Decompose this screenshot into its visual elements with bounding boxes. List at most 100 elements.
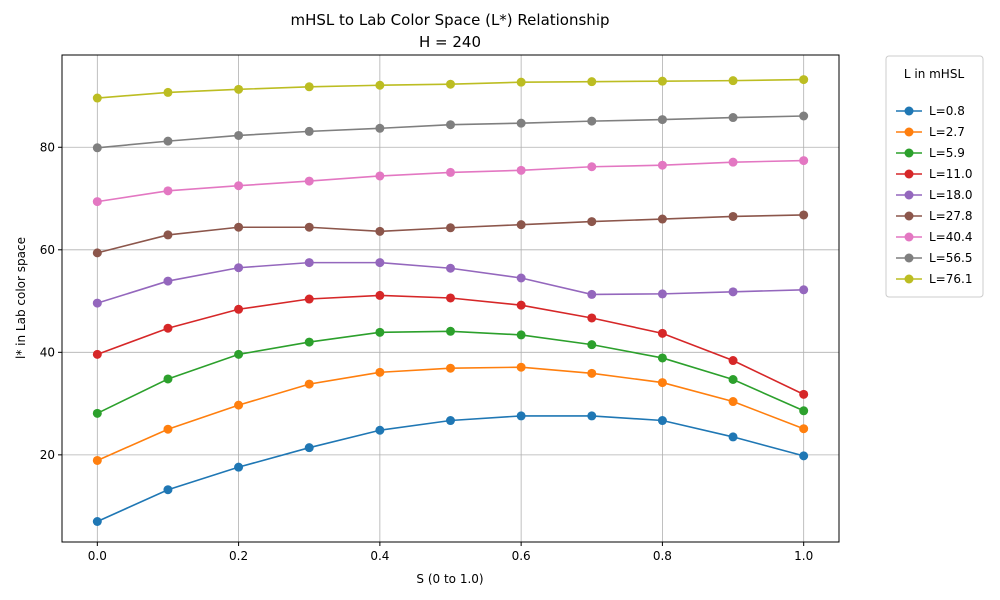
data-point [304,176,314,186]
data-point [163,485,173,495]
x-tick-label: 0.8 [653,549,672,563]
data-point [163,323,173,333]
data-point [234,263,244,273]
data-point [375,226,385,236]
x-tick-label: 0.6 [512,549,531,563]
series [92,362,809,465]
data-point [92,93,102,103]
data-point [92,197,102,207]
legend-marker [904,253,914,263]
data-point [799,75,809,85]
legend-label: L=76.1 [929,272,972,286]
series-layer [92,75,809,526]
data-point [446,167,455,177]
data-point [799,210,809,220]
data-point [304,337,314,347]
data-point [234,222,244,232]
data-point [163,186,173,196]
data-point [516,220,526,230]
series [92,156,809,207]
data-point [587,217,597,227]
data-point [728,157,738,167]
legend-marker [904,148,914,158]
data-point [446,363,455,373]
legend-marker [904,232,914,242]
data-point [304,258,314,268]
data-point [657,289,667,299]
data-point [657,115,667,125]
x-tick-label: 1.0 [794,549,813,563]
data-point [304,222,314,232]
y-tick-label: 20 [40,448,55,462]
data-point [163,136,173,146]
legend-label: L=56.5 [929,251,972,265]
legend-entry: L=27.8 [896,209,972,223]
data-point [234,84,244,94]
data-point [446,223,455,233]
data-point [799,389,809,399]
data-point [728,397,738,407]
x-tick-label: 0.0 [88,549,107,563]
series [92,258,809,308]
legend-marker [904,106,914,116]
data-point [446,79,455,89]
series-line [97,159,804,203]
data-point [163,424,173,434]
data-point [304,443,314,453]
x-axis-label: S (0 to 1.0) [416,572,483,586]
data-point [516,300,526,310]
data-point [375,80,385,90]
data-point [799,285,809,295]
data-point [516,330,526,340]
legend-marker [904,211,914,221]
data-point [657,378,667,388]
data-point [799,156,809,166]
legend-marker [904,127,914,137]
data-point [375,327,385,337]
data-point [728,211,738,221]
legend-marker [904,190,914,200]
series-line [96,366,804,462]
series [92,75,809,103]
legend-marker [904,274,914,284]
data-point [92,349,102,359]
legend-marker [904,169,914,179]
legend-entry: L=40.4 [896,230,972,244]
legend-label: L=0.8 [929,104,965,118]
data-point [92,298,102,308]
data-point [587,368,597,378]
data-point [587,77,597,87]
data-point [516,411,526,421]
data-point [304,82,314,92]
series-line [97,214,804,254]
data-point [92,143,102,153]
data-point [446,120,455,130]
data-point [587,289,597,299]
ticks: 0.0 0.2 0.4 0.6 0.8 1.0 20 40 60 80 [40,140,814,563]
data-point [446,263,455,273]
data-point [516,118,526,128]
legend-title: L in mHSL [904,67,965,81]
data-point [375,367,385,377]
data-point [587,313,597,323]
data-point [234,130,244,140]
data-point [375,290,385,300]
data-point [234,462,244,472]
data-point [163,374,173,384]
data-point [587,411,597,421]
data-point [446,416,455,426]
y-axis-label: l* in Lab color space [14,237,28,359]
data-point [587,162,597,172]
x-tick-label: 0.4 [370,549,389,563]
data-point [163,87,173,97]
data-point [92,455,102,465]
data-point [234,400,244,410]
data-point [799,406,809,416]
legend-entry: L=5.9 [896,146,965,160]
legend: L in mHSL L=0.8 L=2.7 L=5.9 L=11.0 L=18.0 L=2… [885,55,984,298]
data-point [657,76,667,86]
data-point [92,516,102,526]
data-point [799,111,809,121]
data-point [163,276,173,286]
